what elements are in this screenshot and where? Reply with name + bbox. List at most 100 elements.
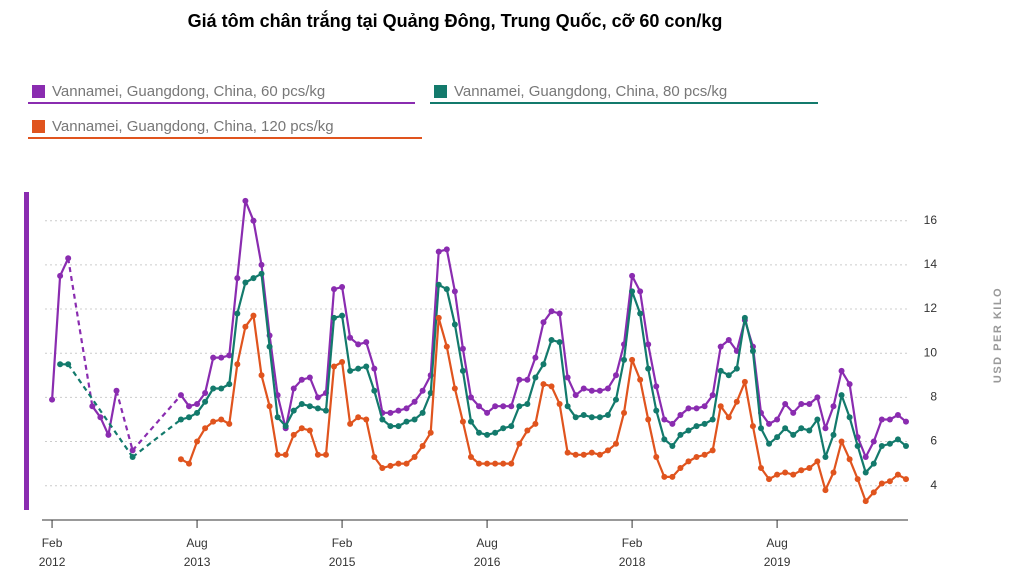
data-point [459, 345, 466, 352]
data-point [862, 454, 869, 460]
data-point [564, 449, 571, 456]
data-point [242, 279, 249, 286]
data-point [806, 401, 813, 407]
data-point [870, 438, 877, 445]
data-point [443, 343, 450, 350]
data-point [443, 286, 450, 293]
data-point [846, 414, 853, 421]
data-point [435, 281, 442, 288]
legend-swatch [32, 120, 45, 133]
data-point [604, 412, 611, 419]
data-point [250, 217, 257, 224]
data-point [298, 425, 305, 432]
x-tick-label: Aug [186, 536, 207, 550]
data-point [749, 348, 756, 354]
gap-bridge [67, 363, 134, 458]
data-point [604, 385, 611, 392]
gap-bridge [131, 418, 182, 458]
data-point [218, 354, 225, 361]
data-point [830, 403, 837, 410]
data-point [548, 383, 555, 390]
data-point [749, 423, 756, 430]
data-point [306, 403, 313, 410]
data-point [339, 312, 346, 319]
data-point [516, 440, 523, 447]
data-point [596, 414, 603, 421]
data-point [725, 336, 732, 343]
data-point [226, 420, 233, 427]
data-point [774, 416, 781, 423]
data-point [677, 412, 684, 419]
data-point [403, 418, 410, 425]
data-point [757, 425, 764, 432]
data-point [395, 460, 402, 467]
data-point [451, 385, 458, 392]
data-point [467, 418, 474, 425]
data-point [411, 398, 418, 405]
data-point [419, 409, 426, 416]
data-point [113, 387, 120, 394]
y-tick-label: 10 [924, 345, 938, 359]
data-point [870, 489, 877, 496]
data-point [886, 478, 893, 485]
data-point [186, 403, 193, 410]
data-point [194, 438, 201, 445]
data-point [363, 339, 370, 346]
data-point [435, 248, 442, 255]
data-point [258, 372, 265, 379]
data-point [903, 442, 909, 449]
data-point [725, 414, 732, 421]
y-tick-label: 8 [930, 390, 937, 404]
x-tick-label: Feb [622, 536, 643, 550]
data-point [886, 440, 893, 447]
data-point [645, 341, 652, 348]
data-point [556, 401, 563, 407]
data-point [790, 409, 797, 416]
data-point [693, 405, 700, 412]
data-point [556, 339, 563, 346]
data-point [661, 473, 668, 480]
data-point [379, 416, 386, 423]
data-point [371, 387, 378, 394]
data-point [451, 321, 458, 328]
data-point [331, 363, 338, 370]
data-point [234, 275, 241, 282]
data-point [894, 436, 901, 443]
data-point [588, 449, 595, 456]
data-point [572, 414, 579, 421]
data-point [814, 394, 821, 401]
data-point [177, 416, 184, 423]
data-point [669, 473, 676, 480]
x-tick-label: 2015 [329, 555, 356, 569]
data-point [65, 361, 72, 368]
data-point [322, 451, 329, 458]
data-point [653, 407, 660, 414]
data-point [387, 409, 394, 416]
data-point [580, 412, 587, 419]
data-point [202, 425, 209, 432]
data-point [548, 308, 555, 315]
data-point [266, 403, 273, 410]
data-point [846, 381, 853, 388]
x-tick-label: 2013 [184, 555, 211, 569]
data-point [669, 442, 676, 449]
data-point [242, 197, 249, 204]
data-point [685, 427, 692, 434]
data-point [411, 416, 418, 423]
data-point [645, 365, 652, 372]
data-point [186, 460, 193, 467]
data-point [524, 401, 531, 407]
data-point [347, 367, 354, 374]
data-point [371, 365, 378, 372]
data-point [298, 401, 305, 407]
data-point [612, 440, 619, 447]
data-point [339, 283, 346, 290]
side-bar [24, 192, 29, 510]
data-point [202, 398, 209, 405]
x-tick-label: Feb [42, 536, 63, 550]
legend: Vannamei, Guangdong, China, 60 pcs/kg Van… [28, 83, 818, 139]
data-point [419, 387, 426, 394]
data-point [476, 429, 483, 436]
data-point [298, 376, 305, 383]
